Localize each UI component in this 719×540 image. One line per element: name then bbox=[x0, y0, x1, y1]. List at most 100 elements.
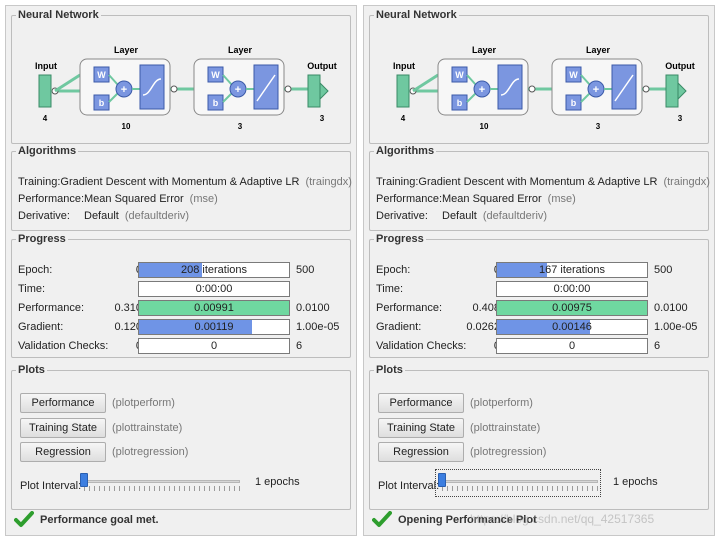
svg-text:W: W bbox=[97, 70, 106, 80]
status-bar: Opening Performance Plot bbox=[372, 511, 537, 529]
svg-text:W: W bbox=[455, 70, 464, 80]
svg-text:+: + bbox=[479, 84, 485, 96]
input-label: Input bbox=[35, 61, 57, 71]
layer1-label: Layer bbox=[114, 45, 139, 55]
plot-interval-value: 1 epochs bbox=[613, 476, 658, 488]
plot-performance-desc: (plotperform) bbox=[470, 397, 533, 409]
performance-progress-row: Performance: 0.310 0.00991 0.0100 bbox=[18, 300, 330, 316]
training-param: (traingdx) bbox=[305, 176, 352, 188]
epoch-row: Epoch: 0 167 iterations 500 bbox=[376, 262, 673, 278]
derivative-param: (defaultderiv) bbox=[124, 210, 190, 222]
training-row: Training: Gradient Descent with Momentum… bbox=[18, 176, 352, 188]
plot-regression-desc: (plotregression) bbox=[112, 446, 189, 458]
performance-param: (mse) bbox=[547, 193, 576, 205]
output-label: Output bbox=[307, 61, 337, 71]
time-row: Time: 0:00:00 bbox=[18, 281, 348, 298]
network-diagram: Input 4 Layer W b + 10 Layer W bbox=[35, 45, 337, 131]
svg-text:W: W bbox=[211, 70, 220, 80]
derivative-value: Default bbox=[442, 210, 477, 222]
plot-performance-desc: (plotperform) bbox=[112, 397, 175, 409]
epoch-progress-bar: 167 iterations bbox=[496, 262, 648, 278]
validation-progress-bar: 0 bbox=[496, 338, 648, 354]
validation-row: Validation Checks: 0 0 6 bbox=[376, 338, 661, 354]
slider-thumb[interactable] bbox=[80, 473, 88, 487]
performance-progress-bar: 0.00991 bbox=[138, 300, 290, 316]
gradient-row: Gradient: 0.120 0.00119 1.00e-05 bbox=[18, 319, 340, 335]
layer2-size: 3 bbox=[596, 122, 601, 131]
status-text: Performance goal met. bbox=[40, 514, 159, 526]
svg-text:+: + bbox=[121, 84, 127, 96]
watermark: https://blog.csdn.net/qq_42517365 bbox=[470, 512, 655, 526]
progress-group: Progress Epoch: 0 208 iterations 500 Tim… bbox=[11, 233, 351, 358]
plot-performance-button[interactable]: Performance bbox=[20, 393, 106, 413]
algorithms-group: Algorithms Training: Gradient Descent wi… bbox=[369, 145, 710, 231]
layer2-label: Layer bbox=[586, 45, 611, 55]
check-icon bbox=[14, 511, 34, 527]
status-bar: Performance goal met. bbox=[14, 511, 159, 529]
layer2-size: 3 bbox=[238, 122, 243, 131]
input-label: Input bbox=[393, 61, 415, 71]
derivative-row: Derivative: Default (defaultderiv) bbox=[376, 210, 548, 222]
derivative-value: Default bbox=[84, 210, 119, 222]
output-node bbox=[307, 74, 321, 108]
performance-progress-bar: 0.00975 bbox=[496, 300, 648, 316]
svg-text:b: b bbox=[213, 98, 219, 108]
time-field: 0:00:00 bbox=[496, 281, 648, 297]
plot-performance-button[interactable]: Performance bbox=[378, 393, 464, 413]
plot-regression-desc: (plotregression) bbox=[470, 446, 547, 458]
layer1-label: Layer bbox=[472, 45, 497, 55]
gradient-progress-bar: 0.00146 bbox=[496, 319, 648, 335]
output-arrow-icon bbox=[319, 81, 329, 101]
plot-training-state-button[interactable]: Training State bbox=[378, 418, 464, 438]
performance-param: (mse) bbox=[189, 193, 218, 205]
output-node bbox=[665, 74, 679, 108]
derivative-param: (defaultderiv) bbox=[482, 210, 548, 222]
neural-network-group: Neural Network Input 4 Layer W b + 10 La… bbox=[11, 9, 351, 144]
validation-progress-bar: 0 bbox=[138, 338, 290, 354]
linear-icon bbox=[611, 64, 637, 110]
training-param: (traingdx) bbox=[663, 176, 710, 188]
progress-title: Progress bbox=[18, 233, 66, 245]
svg-text:b: b bbox=[571, 98, 577, 108]
output-arrow-icon bbox=[677, 81, 687, 101]
gradient-progress-bar: 0.00119 bbox=[138, 319, 290, 335]
layer2-label: Layer bbox=[228, 45, 253, 55]
slider-thumb[interactable] bbox=[438, 473, 446, 487]
algorithms-title: Algorithms bbox=[376, 145, 435, 157]
plots-group: Plots Performance (plotperform) Training… bbox=[369, 364, 709, 510]
layer1-size: 10 bbox=[480, 122, 489, 131]
nn-title: Neural Network bbox=[18, 9, 99, 21]
gradient-row: Gradient: 0.0262 0.00146 1.00e-05 bbox=[376, 319, 698, 335]
plot-interval-label: Plot Interval: bbox=[20, 480, 82, 492]
output-size: 3 bbox=[678, 114, 683, 123]
epoch-row: Epoch: 0 208 iterations 500 bbox=[18, 262, 315, 278]
plot-training-state-button[interactable]: Training State bbox=[20, 418, 106, 438]
status-text: Opening Performance Plot bbox=[398, 514, 537, 526]
svg-text:b: b bbox=[457, 98, 463, 108]
plot-interval-label: Plot Interval: bbox=[378, 480, 440, 492]
plot-regression-button[interactable]: Regression bbox=[20, 442, 106, 462]
input-node bbox=[396, 74, 410, 108]
performance-progress-row: Performance: 0.408 0.00975 0.0100 bbox=[376, 300, 688, 316]
training-value: Gradient Descent with Momentum & Adaptiv… bbox=[60, 176, 300, 188]
check-icon bbox=[372, 511, 392, 527]
progress-group: Progress Epoch: 0 167 iterations 500 Tim… bbox=[369, 233, 709, 358]
derivative-row: Derivative: Default (defaultderiv) bbox=[18, 210, 190, 222]
performance-row: Performance: Mean Squared Error (mse) bbox=[18, 193, 218, 205]
plots-title: Plots bbox=[18, 364, 45, 376]
plot-regression-button[interactable]: Regression bbox=[378, 442, 464, 462]
svg-text:+: + bbox=[235, 84, 241, 96]
nntraintool-window-left: Neural Network Input 4 Layer W b + 10 La… bbox=[5, 5, 357, 536]
neural-network-group: Neural Network Input 4 Layer W b + 10 La… bbox=[369, 9, 709, 144]
validation-row: Validation Checks: 0 0 6 bbox=[18, 338, 303, 354]
algorithms-group: Algorithms Training: Gradient Descent wi… bbox=[11, 145, 352, 231]
progress-title: Progress bbox=[376, 233, 424, 245]
plot-interval-slider[interactable] bbox=[80, 472, 240, 494]
svg-text:W: W bbox=[569, 70, 578, 80]
input-size: 4 bbox=[401, 114, 406, 123]
plots-group: Plots Performance (plotperform) Training… bbox=[11, 364, 351, 510]
time-row: Time: 0:00:00 bbox=[376, 281, 706, 298]
svg-text:+: + bbox=[593, 84, 599, 96]
plot-interval-slider[interactable] bbox=[435, 469, 601, 497]
performance-value: Mean Squared Error bbox=[442, 193, 542, 205]
